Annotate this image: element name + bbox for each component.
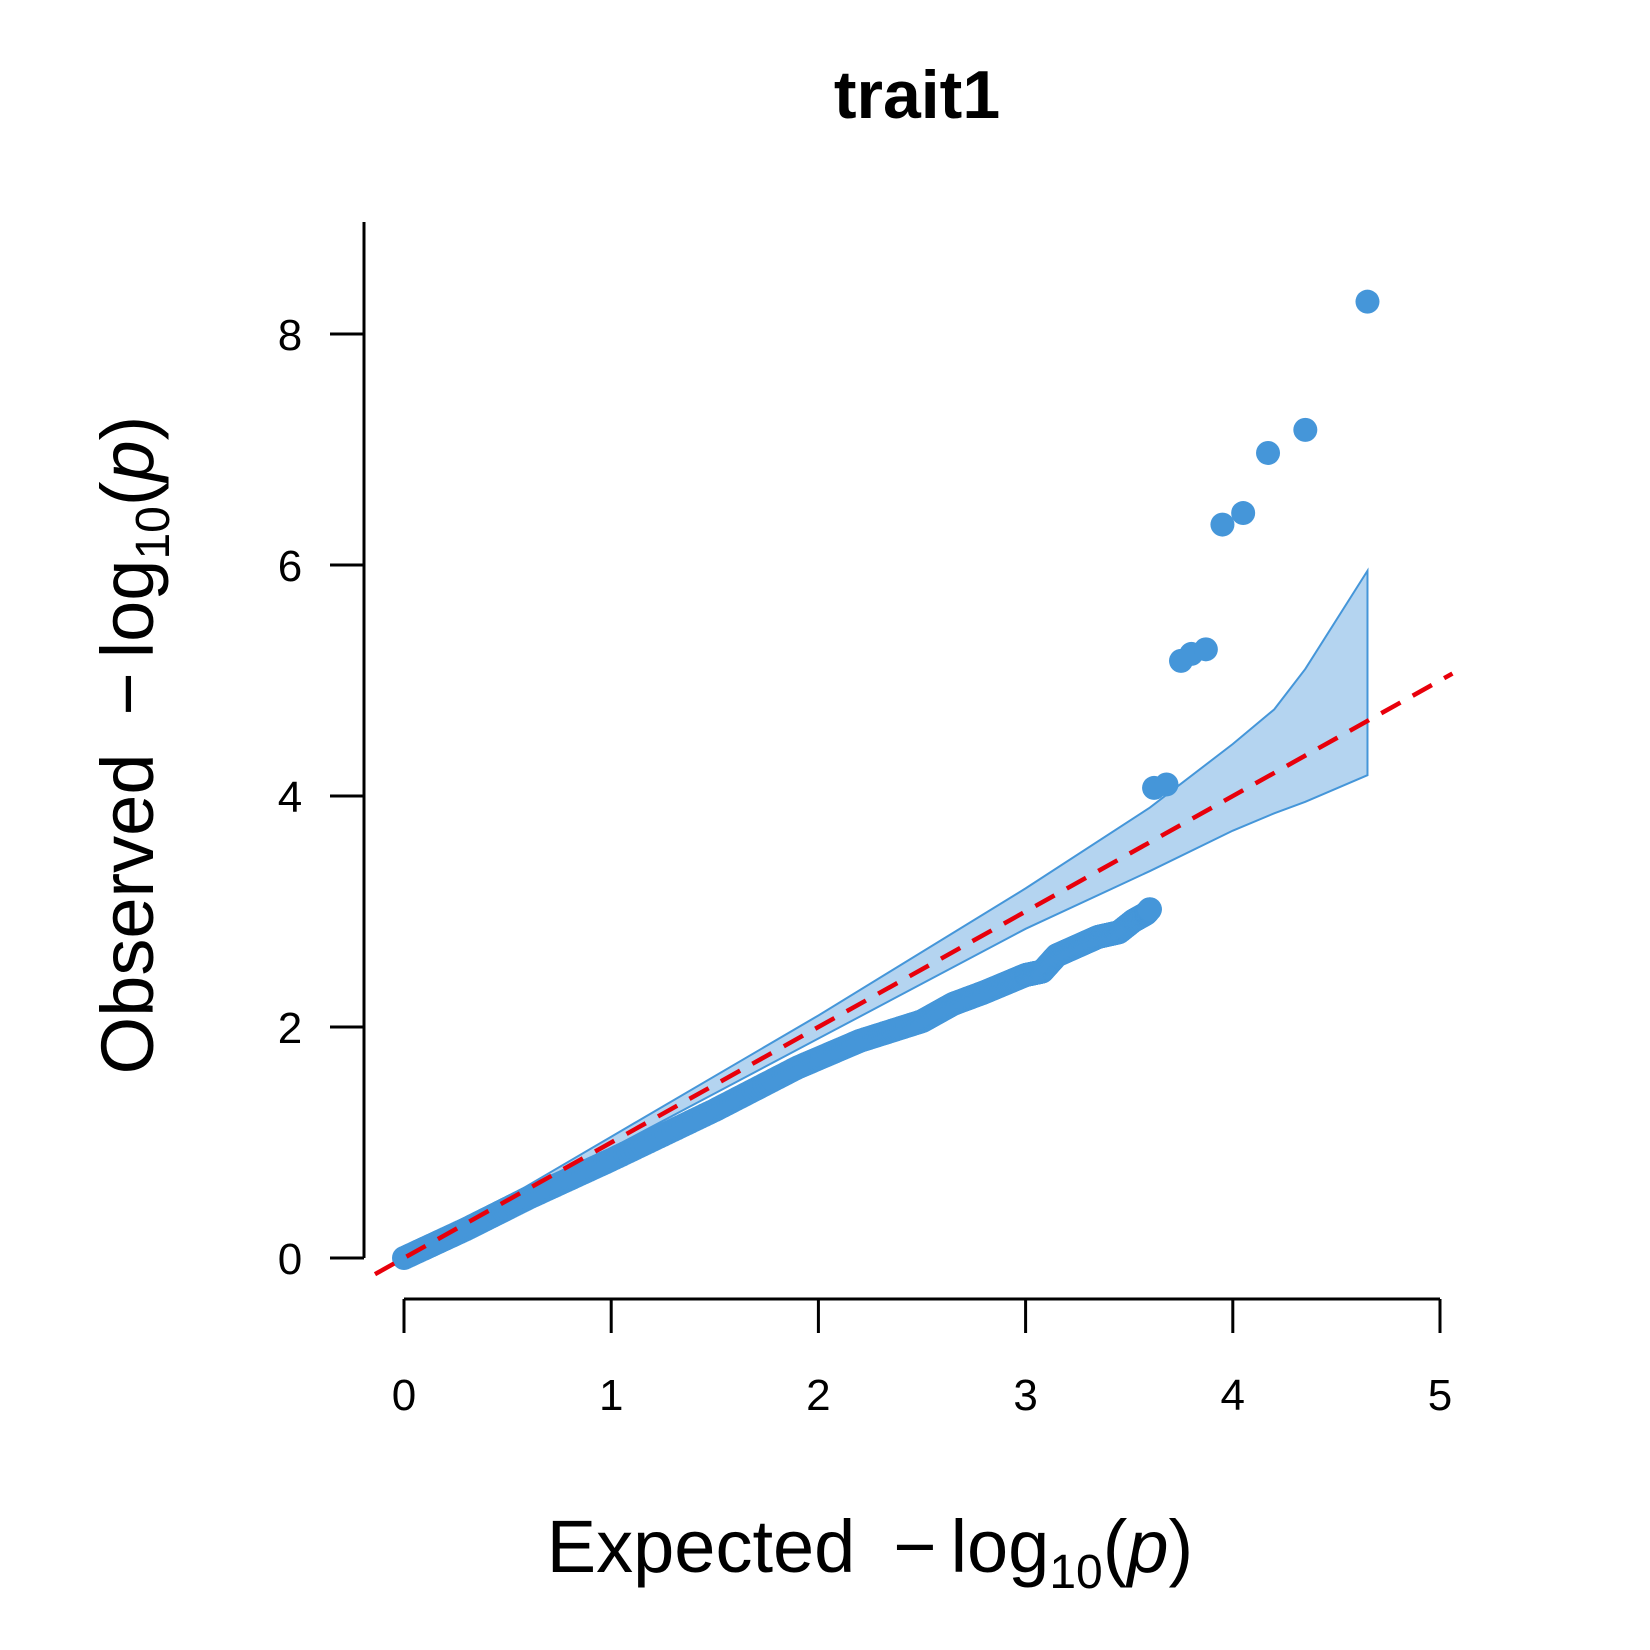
data-point	[1355, 289, 1380, 314]
y-tick-label: 2	[278, 1004, 302, 1053]
confidence-band	[403, 567, 1369, 1259]
data-point	[1193, 637, 1218, 662]
y-tick-label: 8	[278, 311, 302, 360]
data-point	[1210, 512, 1235, 537]
data-point	[1137, 897, 1162, 922]
data-point	[1231, 501, 1256, 526]
y-tick-label: 4	[278, 773, 302, 822]
x-tick-label: 0	[392, 1371, 416, 1420]
x-axis-title: Expected − log10(p)	[547, 1505, 1193, 1599]
y-axis: 0 2 4 6 8	[278, 222, 366, 1284]
x-tick-label: 4	[1221, 1371, 1245, 1420]
reference-line	[373, 671, 1454, 1277]
observed-points-top	[1142, 289, 1380, 800]
y-tick-label: 6	[278, 542, 302, 591]
observed-points-bulk	[392, 897, 1162, 1270]
data-point	[1154, 772, 1179, 797]
x-tick-label: 1	[599, 1371, 623, 1420]
data-point	[1293, 417, 1318, 442]
y-axis-title: Observed−log10(p)	[86, 416, 180, 1075]
plot-area	[373, 289, 1454, 1277]
x-tick-label: 2	[806, 1371, 830, 1420]
y-tick-label: 0	[278, 1235, 302, 1284]
x-axis: 0 1 2 3 4 5	[392, 1297, 1452, 1420]
data-point	[1256, 440, 1281, 465]
chart-title: trait1	[834, 57, 1000, 133]
x-tick-label: 5	[1428, 1371, 1452, 1420]
x-tick-label: 3	[1013, 1371, 1037, 1420]
